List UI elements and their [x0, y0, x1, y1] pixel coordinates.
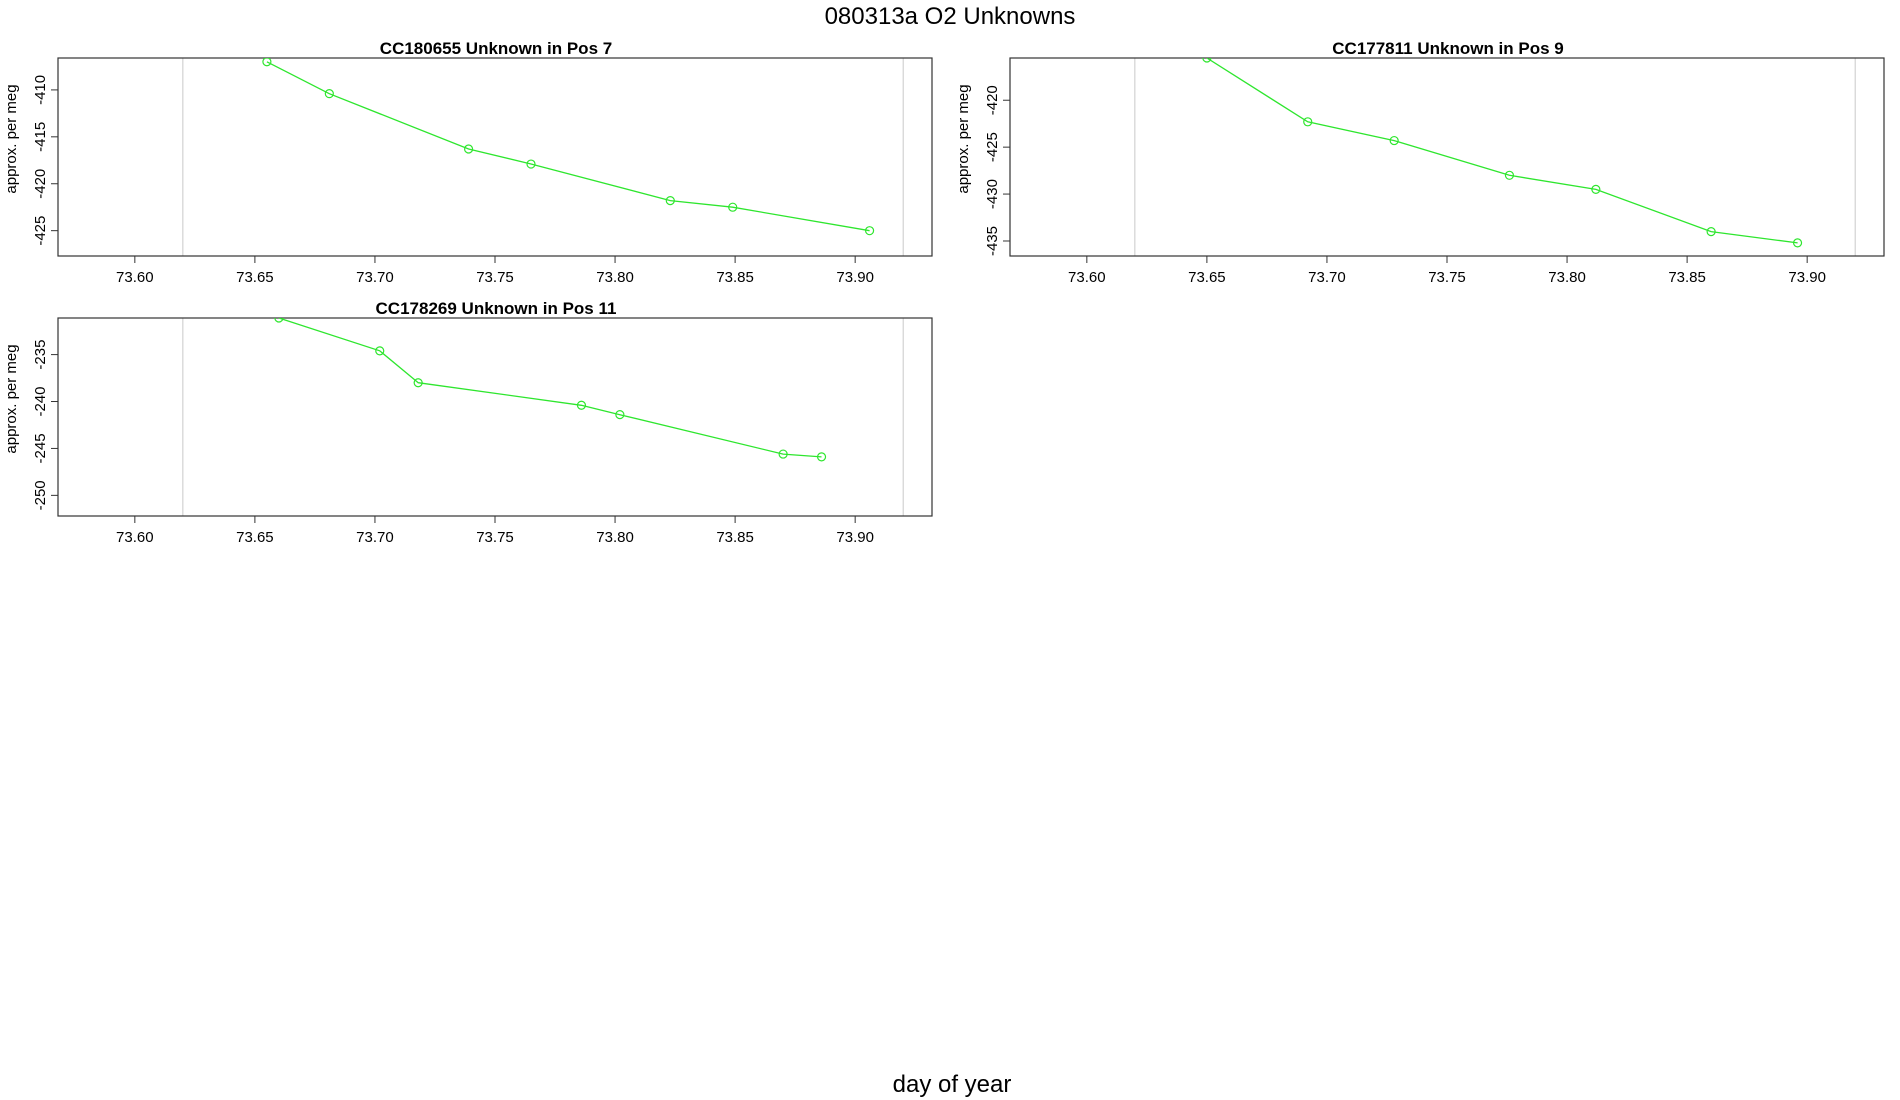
y-tick-label-2: -430	[984, 179, 1001, 209]
data-point-2	[1389, 135, 1399, 146]
x-tick-label-1: 73.65	[236, 269, 274, 286]
data-point-0	[274, 318, 284, 323]
y-tick-label-0: -420	[984, 85, 1001, 115]
data-point-2	[463, 144, 474, 154]
x-tick-label-0: 73.60	[1068, 269, 1106, 286]
plot-frame	[57, 57, 933, 257]
data-point-4	[615, 410, 625, 420]
data-point-0	[262, 58, 272, 67]
panel-title: CC177811 Unknown in Pos 9	[1332, 39, 1563, 58]
series-group	[1202, 58, 1803, 248]
panel-pos-7: CC180655 Unknown in Pos 7 73.60 73.65 73.70…	[3, 39, 933, 286]
x-tick-label-5: 73.85	[716, 269, 754, 286]
data-point-1	[375, 346, 385, 356]
series-line	[1206, 58, 1798, 244]
x-tick-label-4: 73.80	[1548, 269, 1586, 286]
data-point-6	[864, 226, 875, 236]
data-point-3	[1504, 170, 1515, 180]
x-tick-label-0: 73.60	[116, 269, 154, 286]
x-tick-label-3: 73.75	[476, 529, 514, 546]
data-point-3	[526, 159, 536, 169]
y-tick-label-1: -415	[32, 122, 49, 152]
x-tick-label-6: 73.90	[1788, 269, 1826, 286]
series-group	[274, 318, 827, 462]
data-point-4	[665, 196, 675, 206]
panel-pos-9: CC177811 Unknown in Pos 9 73.60 73.65 73.70…	[955, 39, 1885, 286]
x-tick-label-3: 73.75	[1428, 269, 1466, 286]
data-point-5	[728, 202, 738, 212]
data-point-2	[413, 378, 423, 388]
y-tick-label-2: -420	[32, 169, 49, 199]
y-tick-label-3: -250	[32, 480, 49, 510]
series-line	[266, 61, 870, 232]
y-tick-label-0: -410	[32, 75, 49, 105]
data-point-6	[1792, 238, 1803, 248]
x-tick-label-2: 73.70	[356, 269, 394, 286]
data-point-0	[1202, 58, 1212, 63]
data-point-5	[778, 449, 788, 459]
x-tick-label-4: 73.80	[596, 529, 634, 546]
panel-title: CC178269 Unknown in Pos 11	[376, 299, 617, 318]
y-tick-label-0: -235	[32, 340, 49, 370]
y-tick-label-1: -425	[984, 132, 1001, 162]
data-point-1	[324, 89, 334, 99]
x-axis-label: day of year	[893, 1071, 1012, 1098]
y-tick-label-1: -240	[32, 387, 49, 417]
series-group	[262, 58, 875, 236]
x-tick-label-6: 73.90	[836, 529, 874, 546]
y-axis-label: approx. per meg	[955, 84, 972, 193]
x-tick-label-5: 73.85	[1668, 269, 1706, 286]
x-tick-label-0: 73.60	[116, 529, 154, 546]
x-tick-label-6: 73.90	[836, 269, 874, 286]
data-point-1	[1303, 117, 1313, 127]
plot-frame	[57, 317, 933, 517]
x-tick-label-2: 73.70	[1308, 269, 1346, 286]
y-tick-label-3: -425	[32, 216, 49, 246]
figure-title: 080313a O2 Unknowns	[825, 3, 1076, 30]
y-axis-label: approx. per meg	[3, 344, 20, 453]
x-tick-label-2: 73.70	[356, 529, 394, 546]
x-tick-label-1: 73.65	[236, 529, 274, 546]
data-point-6	[816, 452, 827, 462]
data-point-3	[576, 400, 587, 410]
y-tick-label-3: -435	[984, 226, 1001, 256]
data-point-5	[1706, 227, 1716, 237]
data-point-4	[1591, 184, 1601, 194]
y-axis-label: approx. per meg	[3, 84, 20, 193]
x-tick-label-5: 73.85	[716, 529, 754, 546]
panel-title: CC180655 Unknown in Pos 7	[380, 39, 612, 58]
series-line	[278, 318, 822, 458]
panel-pos-11: CC178269 Unknown in Pos 11 73.60 73.65 73.7…	[3, 299, 933, 546]
x-tick-label-1: 73.65	[1188, 269, 1226, 286]
x-tick-label-3: 73.75	[476, 269, 514, 286]
x-tick-label-4: 73.80	[596, 269, 634, 286]
y-tick-label-2: -245	[32, 433, 49, 463]
